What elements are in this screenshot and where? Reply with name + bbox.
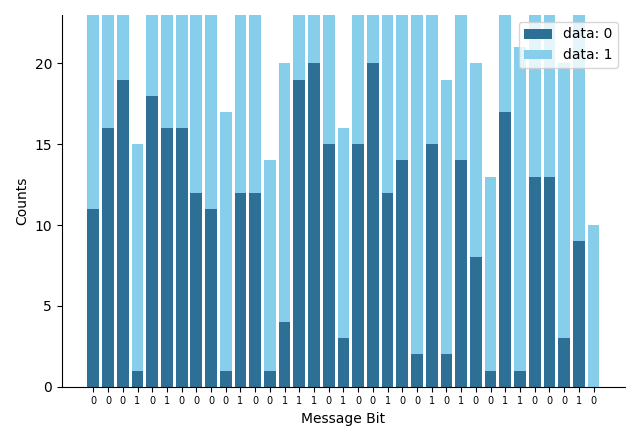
Bar xyxy=(191,0,202,193)
Bar xyxy=(470,64,482,258)
Y-axis label: Counts: Counts xyxy=(15,177,29,225)
Bar xyxy=(176,128,188,387)
Bar xyxy=(220,370,232,387)
Bar xyxy=(264,161,276,370)
Bar xyxy=(88,209,99,387)
Bar xyxy=(279,322,291,387)
Bar xyxy=(396,0,408,161)
Bar xyxy=(264,370,276,387)
Bar xyxy=(250,193,261,387)
Bar xyxy=(205,209,217,387)
Bar xyxy=(205,0,217,209)
Bar xyxy=(499,0,511,112)
Bar xyxy=(191,193,202,387)
Bar xyxy=(293,0,305,80)
Bar xyxy=(250,0,261,193)
Bar xyxy=(558,338,570,387)
Bar xyxy=(470,258,482,387)
Bar xyxy=(573,0,585,241)
Bar xyxy=(323,144,335,387)
Bar xyxy=(102,0,114,128)
Bar xyxy=(352,144,364,387)
Bar xyxy=(558,64,570,338)
Bar xyxy=(543,0,556,176)
Bar xyxy=(220,112,232,370)
Bar xyxy=(440,355,452,387)
X-axis label: Message Bit: Message Bit xyxy=(301,412,385,426)
Bar xyxy=(529,176,541,387)
Bar xyxy=(484,370,497,387)
Bar xyxy=(117,80,129,387)
Bar xyxy=(573,241,585,387)
Bar xyxy=(367,0,379,64)
Bar xyxy=(337,338,349,387)
Bar xyxy=(147,96,158,387)
Bar xyxy=(161,0,173,128)
Legend: data: 0, data: 1: data: 0, data: 1 xyxy=(518,22,618,68)
Bar xyxy=(455,161,467,387)
Bar xyxy=(484,176,497,370)
Bar xyxy=(543,176,556,387)
Bar xyxy=(132,144,143,370)
Bar xyxy=(529,0,541,176)
Bar xyxy=(102,128,114,387)
Bar xyxy=(147,0,158,96)
Bar xyxy=(455,0,467,161)
Bar xyxy=(440,80,452,355)
Bar xyxy=(426,0,438,144)
Bar xyxy=(396,161,408,387)
Bar xyxy=(411,15,423,355)
Bar xyxy=(499,112,511,387)
Bar xyxy=(323,0,335,144)
Bar xyxy=(308,64,320,387)
Bar xyxy=(588,225,600,387)
Bar xyxy=(176,0,188,128)
Bar xyxy=(117,0,129,80)
Bar xyxy=(352,0,364,144)
Bar xyxy=(411,355,423,387)
Bar xyxy=(381,193,394,387)
Bar xyxy=(381,0,394,193)
Bar xyxy=(367,64,379,387)
Bar xyxy=(308,0,320,64)
Bar xyxy=(293,80,305,387)
Bar xyxy=(132,370,143,387)
Bar xyxy=(88,0,99,209)
Bar xyxy=(161,128,173,387)
Bar xyxy=(235,0,246,193)
Bar xyxy=(426,144,438,387)
Bar xyxy=(514,370,526,387)
Bar xyxy=(235,193,246,387)
Bar xyxy=(279,64,291,322)
Bar xyxy=(337,128,349,338)
Bar xyxy=(514,47,526,370)
